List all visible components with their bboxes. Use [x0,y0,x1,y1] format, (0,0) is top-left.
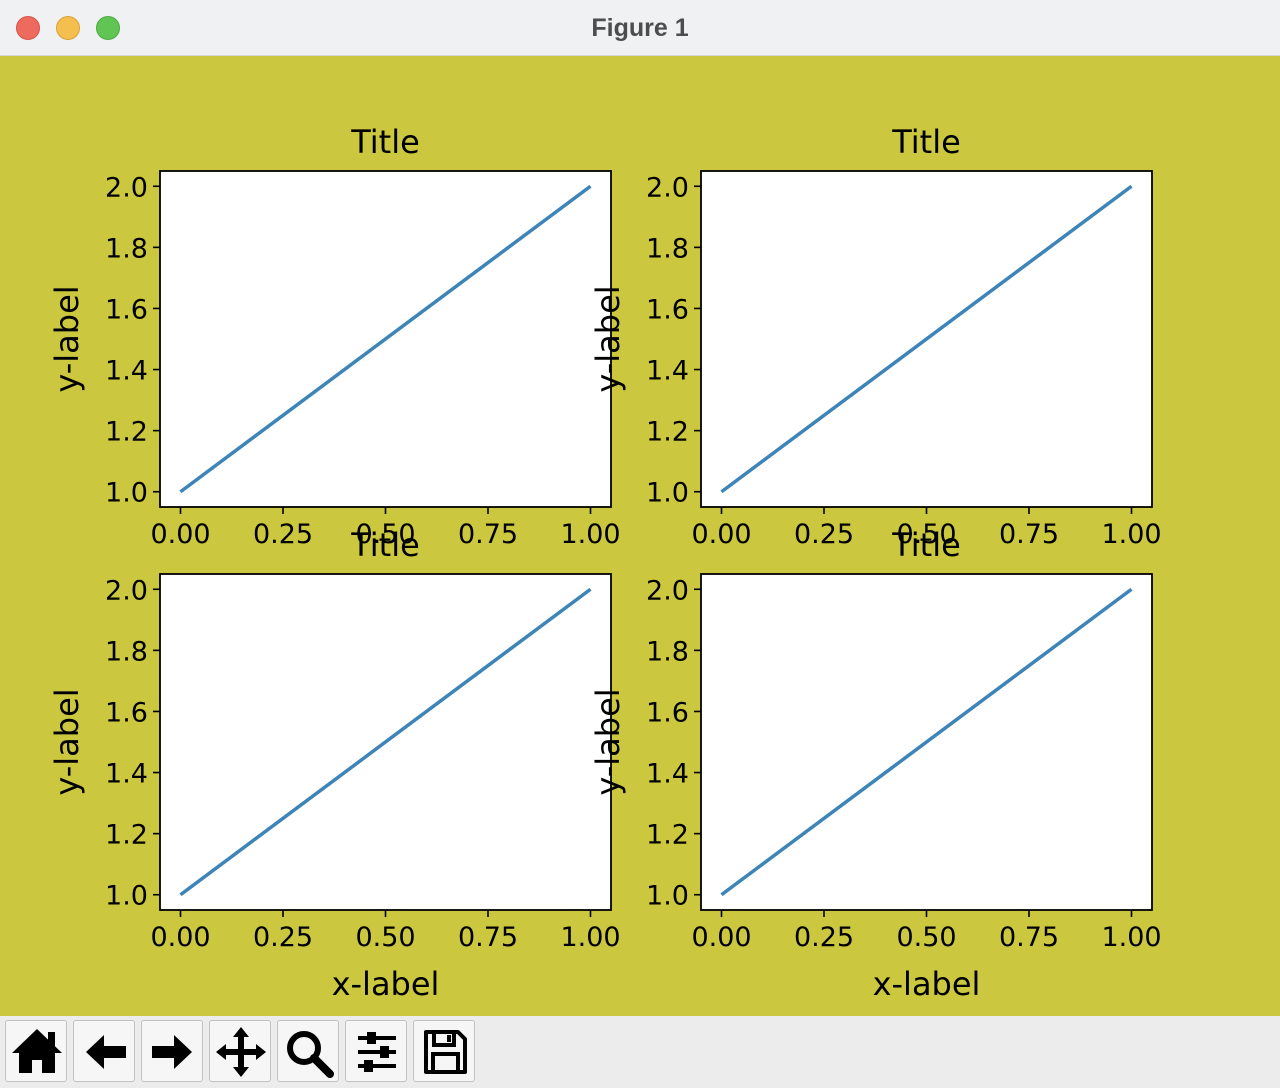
y-tick-label: 1.2 [646,417,689,448]
subplot-title: Title [350,123,420,161]
magnifier-icon [287,1031,334,1078]
y-tick-label: 1.8 [646,636,689,667]
window-title: Figure 1 [591,14,689,42]
y-axis-label: y-label [589,285,627,392]
axes-frame [159,170,612,508]
close-window-button[interactable] [16,16,40,40]
move-icon [216,1027,266,1077]
x-tick-label: 0.50 [896,922,956,953]
x-tick-label: 0.50 [355,519,415,550]
y-tick-label: 1.2 [646,820,689,851]
axes-frame [159,573,612,911]
y-tick-label: 1.6 [646,697,689,728]
x-tick-label: 0.75 [999,922,1059,953]
x-tick-label: 0.50 [355,922,415,953]
figure-svg: 0.00 0.25 0.50 0.75 1.00 1.0 1.2 1.4 1.6 1.8 2.0 Ti… [48,123,1162,1003]
y-tick-label: 1.6 [105,294,148,325]
pan-button[interactable] [209,1020,271,1082]
y-tick-label: 1.0 [105,478,148,509]
y-tick-label: 1.8 [105,233,148,264]
y-tick-label: 1.4 [105,759,148,790]
y-tick-label: 1.0 [646,478,689,509]
series-line [720,587,1133,897]
home-button[interactable] [5,1020,67,1082]
y-tick-label: 1.0 [646,881,689,912]
floppy-disk-icon [424,1030,467,1074]
y-tick-label: 2.0 [646,172,689,203]
y-tick-label: 1.2 [105,820,148,851]
figure-canvas[interactable]: 0.00 0.25 0.50 0.75 1.00 1.0 1.2 1.4 1.6 1.8 2.0 Ti… [0,56,1280,1016]
subplot-title: Title [350,526,420,564]
y-tick-label: 1.2 [105,417,148,448]
y-tick-label: 2.0 [105,575,148,606]
x-axis-label: x-label [873,965,981,1003]
x-tick-label: 0.75 [999,519,1059,550]
minimize-window-button[interactable] [56,16,80,40]
y-tick-label: 1.4 [646,356,689,387]
x-tick-label: 0.50 [896,519,956,550]
y-axis-label: y-label [48,285,86,392]
save-button[interactable] [413,1020,475,1082]
series-line [179,587,592,897]
subplot-1: 0.00 0.25 0.50 0.75 1.00 1.0 1.2 1.4 1.6 1.8 2.0 Ti… [48,123,621,550]
y-tick-label: 1.6 [646,294,689,325]
navigation-toolbar [0,1016,1280,1088]
x-axis-label: x-label [332,965,440,1003]
maximize-window-button[interactable] [96,16,120,40]
axes-frame [700,573,1153,911]
x-tick-label: 0.00 [691,519,751,550]
title-bar: Figure 1 [0,0,1280,56]
x-tick-label: 1.00 [1101,922,1161,953]
arrow-right-icon [152,1035,192,1069]
sliders-icon [358,1032,396,1072]
x-tick-label: 0.75 [458,519,518,550]
x-tick-label: 0.25 [794,922,854,953]
subplot-4: 0.00 0.25 0.50 0.75 1.00 1.0 1.2 1.4 1.6 1.8 2.0 Ti… [589,526,1162,1003]
y-tick-label: 1.4 [105,356,148,387]
series-line [720,184,1133,494]
x-tick-label: 0.00 [150,519,210,550]
y-tick-label: 1.8 [105,636,148,667]
x-tick-label: 1.00 [560,519,620,550]
x-tick-label: 0.25 [253,519,313,550]
x-tick-label: 1.00 [560,922,620,953]
back-button[interactable] [73,1020,135,1082]
y-axis-label: y-label [589,688,627,795]
forward-button[interactable] [141,1020,203,1082]
y-tick-label: 1.8 [646,233,689,264]
x-tick-label: 0.00 [691,922,751,953]
x-tick-label: 1.00 [1101,519,1161,550]
axes-frame [700,170,1153,508]
configure-subplots-button[interactable] [345,1020,407,1082]
y-tick-label: 1.0 [105,881,148,912]
subplot-3: 0.00 0.25 0.50 0.75 1.00 1.0 1.2 1.4 1.6 1.8 2.0 Ti… [48,526,621,1003]
subplot-title: Title [891,526,961,564]
subplot-title: Title [891,123,961,161]
y-tick-label: 2.0 [105,172,148,203]
y-axis-label: y-label [48,688,86,795]
x-tick-label: 0.25 [253,922,313,953]
x-tick-label: 0.75 [458,922,518,953]
y-tick-label: 1.4 [646,759,689,790]
arrow-left-icon [86,1035,126,1069]
zoom-button[interactable] [277,1020,339,1082]
home-icon [12,1029,62,1073]
x-tick-label: 0.25 [794,519,854,550]
y-tick-label: 1.6 [105,697,148,728]
series-line [179,184,592,494]
subplot-2: 0.00 0.25 0.50 0.75 1.00 1.0 1.2 1.4 1.6 1.8 2.0 Ti… [589,123,1162,550]
y-tick-label: 2.0 [646,575,689,606]
x-tick-label: 0.00 [150,922,210,953]
